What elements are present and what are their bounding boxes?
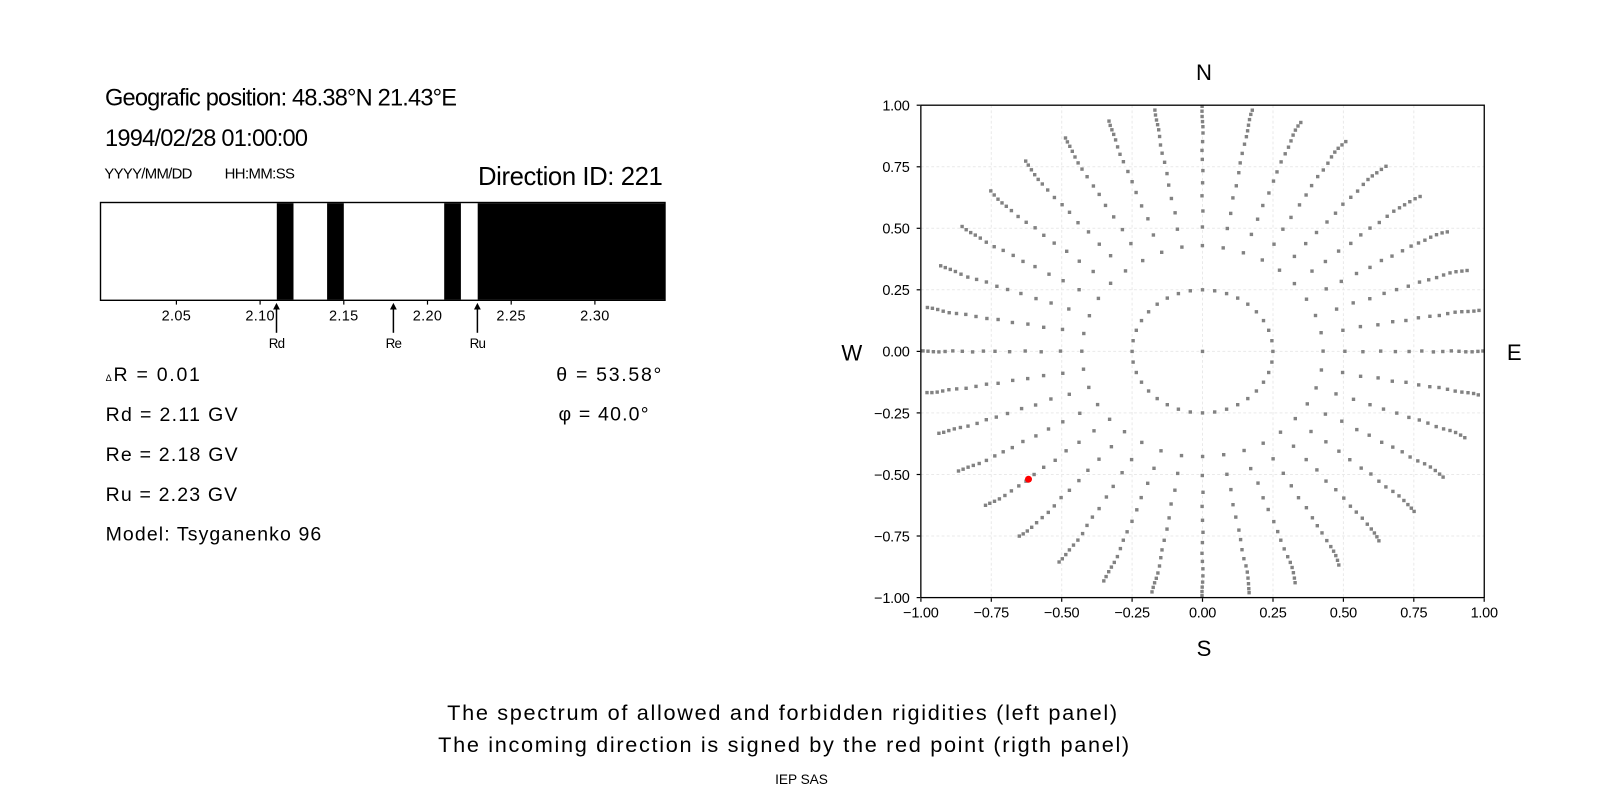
svg-text:Direction ID: 221: Direction ID: 221 [478, 163, 663, 191]
svg-text:Ru = 2.23 GV: Ru = 2.23 GV [106, 484, 239, 506]
svg-text:2.25: 2.25 [496, 308, 526, 324]
svg-text:Model: Tsyganenko 96: Model: Tsyganenko 96 [106, 523, 323, 545]
svg-text:The spectrum of allowed and fo: The spectrum of allowed and forbidden ri… [447, 700, 1119, 725]
svg-text:YYYY/MM/DD: YYYY/MM/DD [104, 167, 192, 183]
svg-text:−0.75: −0.75 [974, 606, 1010, 622]
svg-text:0.75: 0.75 [882, 160, 909, 176]
svg-text:Rd = 2.11 GV: Rd = 2.11 GV [106, 404, 239, 426]
svg-text:2.10: 2.10 [245, 308, 275, 324]
svg-text:−0.25: −0.25 [874, 406, 910, 422]
svg-text:0.00: 0.00 [882, 345, 909, 361]
svg-text:−0.25: −0.25 [1114, 606, 1150, 622]
svg-text:Geografic position: 48.38°N 21: Geografic position: 48.38°N 21.43°E [105, 86, 456, 112]
svg-text:W: W [841, 341, 862, 366]
svg-text:0.50: 0.50 [882, 222, 909, 238]
svg-text:The incoming direction is sign: The incoming direction is signed by the … [438, 732, 1131, 757]
svg-text:−0.75: −0.75 [874, 529, 910, 545]
svg-text:ΔR = 0.01: ΔR = 0.01 [106, 364, 202, 386]
svg-text:HH:MM:SS: HH:MM:SS [225, 167, 295, 183]
svg-text:2.30: 2.30 [580, 308, 610, 324]
svg-text:−1.00: −1.00 [903, 606, 939, 622]
svg-text:S: S [1197, 636, 1212, 661]
svg-text:1.00: 1.00 [882, 99, 909, 115]
svg-text:2.15: 2.15 [329, 308, 359, 324]
svg-text:N: N [1196, 60, 1212, 85]
svg-text:1.00: 1.00 [1471, 606, 1498, 622]
svg-text:−0.50: −0.50 [1044, 606, 1080, 622]
svg-text:0.00: 0.00 [1189, 606, 1216, 622]
svg-text:0.25: 0.25 [1259, 606, 1286, 622]
svg-text:2.05: 2.05 [162, 308, 192, 324]
svg-text:−1.00: −1.00 [874, 591, 910, 607]
svg-text:−0.50: −0.50 [874, 468, 910, 484]
svg-text:0.50: 0.50 [1330, 606, 1357, 622]
svg-text:2.20: 2.20 [413, 308, 443, 324]
svg-text:0.75: 0.75 [1400, 606, 1427, 622]
svg-text:1994/02/28 01:00:00: 1994/02/28 01:00:00 [105, 126, 308, 152]
svg-text:Rd: Rd [269, 336, 285, 351]
svg-text:θ = 53.58°: θ = 53.58° [556, 364, 663, 386]
svg-text:Ru: Ru [470, 336, 486, 351]
svg-text:0.25: 0.25 [882, 283, 909, 299]
svg-text:Re = 2.18 GV: Re = 2.18 GV [106, 444, 239, 466]
svg-text:φ = 40.0°: φ = 40.0° [559, 403, 650, 425]
svg-text:IEP SAS: IEP SAS [775, 772, 828, 787]
svg-text:E: E [1507, 340, 1522, 365]
svg-text:Re: Re [386, 336, 402, 351]
